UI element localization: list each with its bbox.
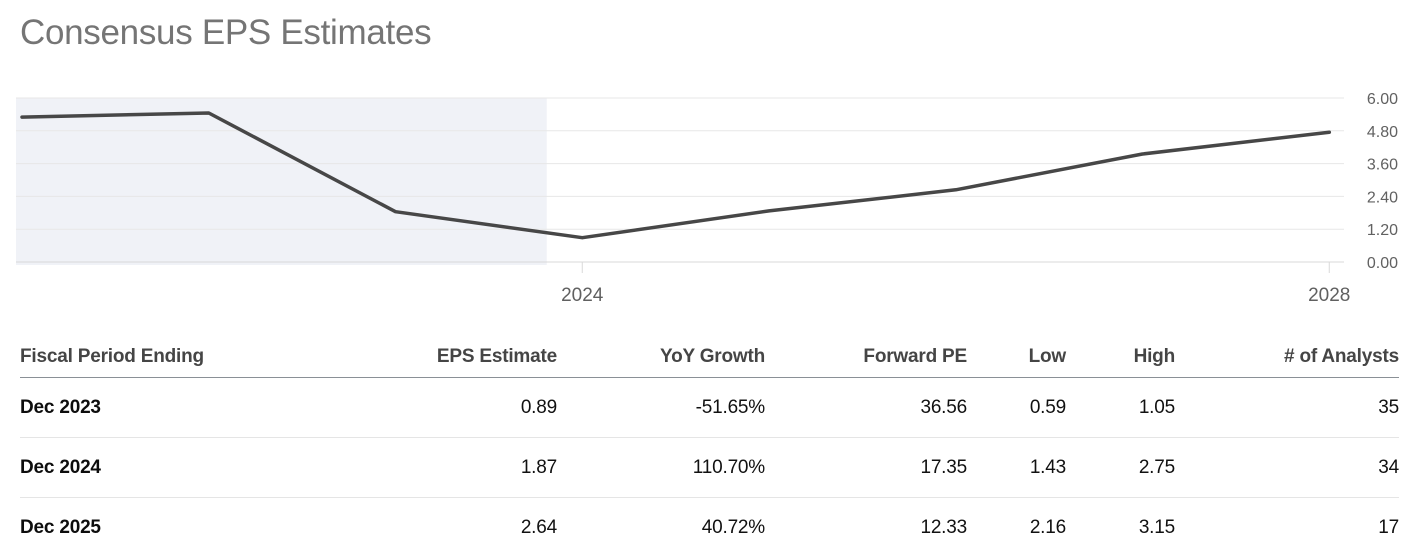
chart-y-axis-label: 0.00 [1367,255,1398,272]
cell-eps-estimate: 0.89 [380,377,557,438]
chart-y-axis-label: 3.60 [1367,157,1398,174]
cell-low: 0.59 [967,377,1066,438]
cell-eps-estimate: 2.64 [380,497,557,556]
table-row: Dec 2023 0.89 -51.65% 36.56 0.59 1.05 35 [20,377,1399,438]
chart-y-axis-label: 2.40 [1367,189,1398,206]
cell-forward-pe: 36.56 [765,377,967,438]
cell-high: 2.75 [1066,437,1175,498]
column-header-high: High [1066,336,1175,378]
section-title: Consensus EPS Estimates [20,13,432,52]
table-row: Dec 2025 2.64 40.72% 12.33 2.16 3.15 17 [20,497,1399,556]
column-header-forward-pe: Forward PE [765,336,967,378]
chart-series-line [20,111,1332,240]
cell-yoy-growth: 40.72% [557,497,765,556]
chart-y-axis-label: 4.80 [1367,124,1398,141]
cell-low: 2.16 [967,497,1066,556]
cell-period: Dec 2025 [20,497,380,556]
chart-x-axis-label: 2024 [561,285,604,306]
eps-chart: 0.00 1.20 2.40 3.60 4.80 6.00 2024 2028 [0,85,1422,310]
cell-yoy-growth: 110.70% [557,437,765,498]
column-header-low: Low [967,336,1066,378]
eps-estimates-table: Fiscal Period Ending EPS Estimate YoY Gr… [20,336,1399,556]
table-row: Dec 2024 1.87 110.70% 17.35 1.43 2.75 34 [20,437,1399,498]
chart-x-axis-label: 2028 [1308,285,1350,306]
table-header-row: Fiscal Period Ending EPS Estimate YoY Gr… [20,336,1399,378]
column-header-yoy-growth: YoY Growth [557,336,765,378]
cell-high: 1.05 [1066,377,1175,438]
cell-eps-estimate: 1.87 [380,437,557,498]
chart-y-axis-label: 6.00 [1367,91,1398,108]
column-header-analysts: # of Analysts [1175,336,1399,378]
cell-analysts: 35 [1175,377,1399,438]
cell-forward-pe: 17.35 [765,437,967,498]
column-header-fiscal-period-ending: Fiscal Period Ending [20,336,380,378]
cell-analysts: 17 [1175,497,1399,556]
cell-high: 3.15 [1066,497,1175,556]
column-header-eps-estimate: EPS Estimate [380,336,557,378]
cell-period: Dec 2023 [20,377,380,438]
chart-y-axis-label: 1.20 [1367,222,1398,239]
eps-chart-svg: 0.00 1.20 2.40 3.60 4.80 6.00 2024 2028 [16,91,1398,306]
chart-highlight-region [16,98,547,265]
cell-low: 1.43 [967,437,1066,498]
cell-period: Dec 2024 [20,437,380,498]
cell-forward-pe: 12.33 [765,497,967,556]
cell-analysts: 34 [1175,437,1399,498]
cell-yoy-growth: -51.65% [557,377,765,438]
